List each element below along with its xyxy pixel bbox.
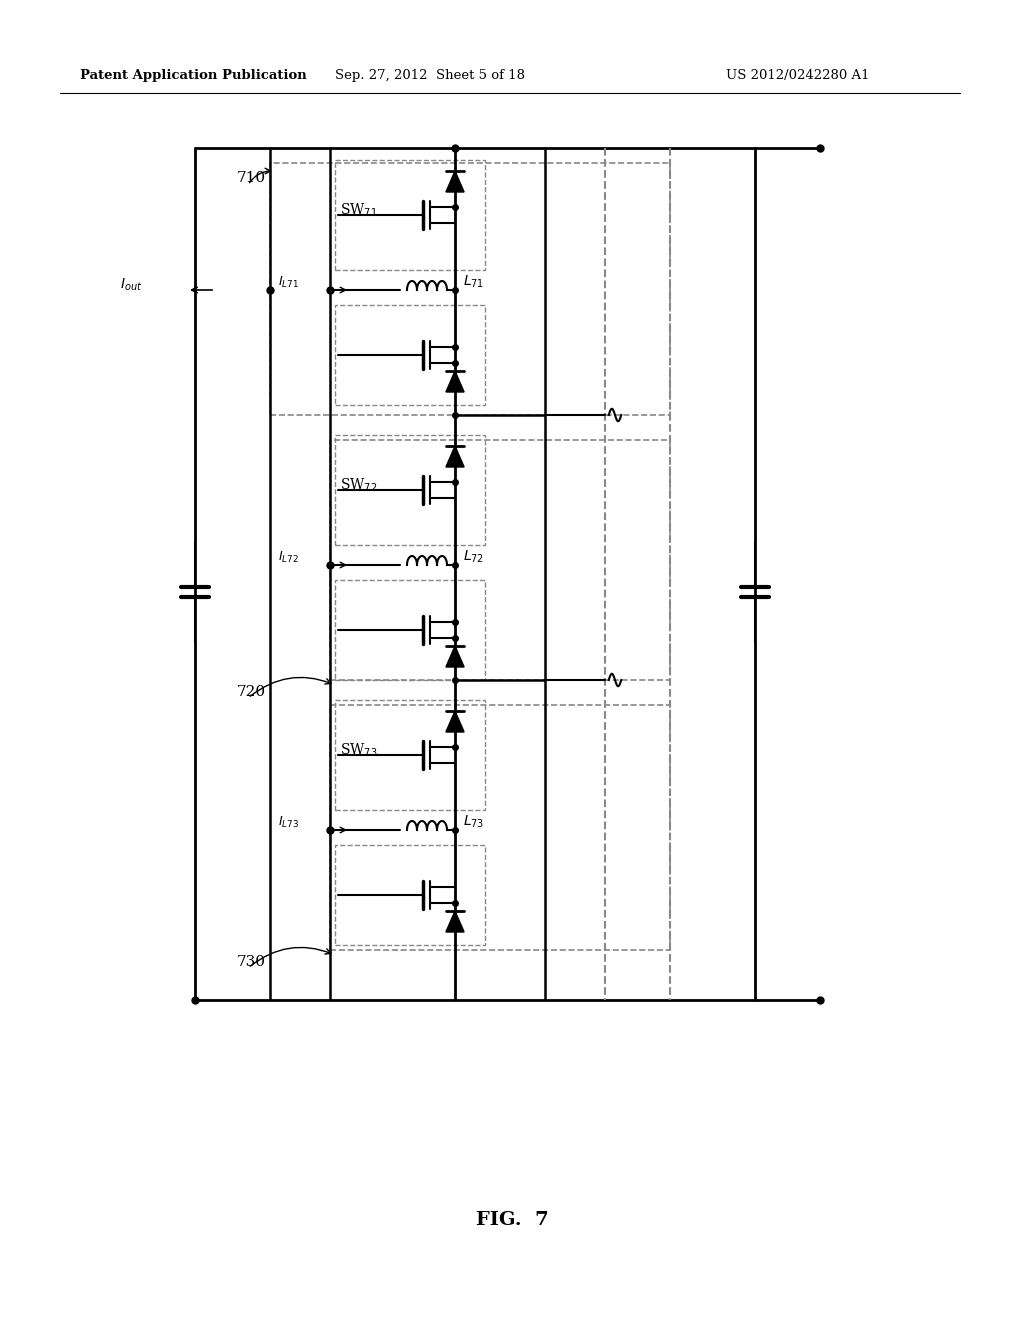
Bar [330,440,670,680]
Text: SW$_{71}$: SW$_{71}$ [340,201,377,219]
Bar [335,305,485,405]
Text: US 2012/0242280 A1: US 2012/0242280 A1 [726,69,870,82]
Text: 730: 730 [237,954,266,969]
Text: 710: 710 [237,172,266,185]
Polygon shape [445,645,464,667]
Polygon shape [445,911,464,932]
Text: $I_{out}$: $I_{out}$ [120,277,142,293]
Text: Sep. 27, 2012  Sheet 5 of 18: Sep. 27, 2012 Sheet 5 of 18 [335,69,525,82]
Polygon shape [445,446,464,467]
Bar [270,162,670,414]
Text: $I_{L72}$: $I_{L72}$ [278,549,299,565]
Text: SW$_{72}$: SW$_{72}$ [340,477,377,494]
Text: 720: 720 [237,685,266,700]
Polygon shape [445,371,464,392]
Text: FIG.  7: FIG. 7 [476,1210,548,1229]
Bar [335,845,485,945]
Text: $I_{L73}$: $I_{L73}$ [278,814,299,829]
Bar [335,700,485,810]
Bar [335,579,485,680]
Text: Patent Application Publication: Patent Application Publication [80,69,307,82]
Bar [330,705,670,950]
Text: $I_{L71}$: $I_{L71}$ [278,275,299,289]
Polygon shape [445,711,464,733]
Text: $L_{71}$: $L_{71}$ [463,273,484,290]
Text: $L_{72}$: $L_{72}$ [463,549,484,565]
Bar [335,436,485,545]
Polygon shape [445,172,464,191]
Text: $L_{73}$: $L_{73}$ [463,814,484,830]
Bar [335,160,485,271]
Text: SW$_{73}$: SW$_{73}$ [340,742,378,759]
